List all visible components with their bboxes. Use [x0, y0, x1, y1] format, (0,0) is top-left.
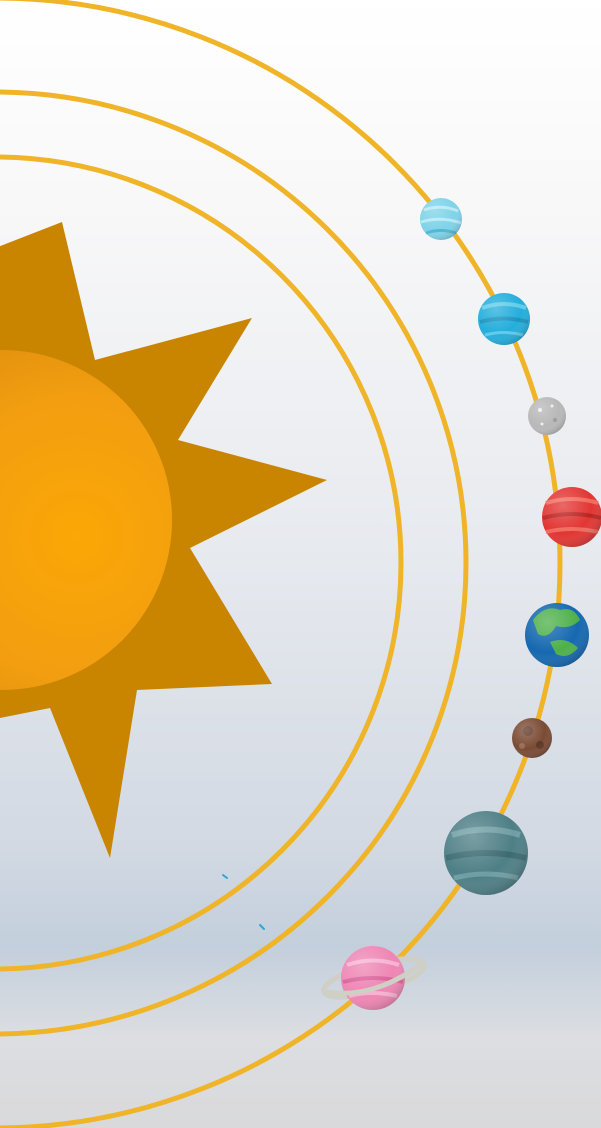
brown-asteroid: [512, 718, 552, 758]
earth: [525, 603, 589, 667]
sun: [0, 222, 327, 858]
pale-blue-planet: [420, 198, 462, 240]
sun-core: [0, 350, 172, 690]
cyan-planet: [478, 293, 530, 345]
comet-dashes: [222, 874, 265, 930]
teal-planet: [444, 811, 528, 895]
orbit-inner: [0, 154, 404, 972]
orbits: [0, 0, 563, 1128]
orbit-middle: [0, 89, 469, 1037]
red-planet: [542, 487, 601, 547]
grey-moon: [528, 397, 566, 435]
pink-ringed-planet: [321, 946, 427, 1010]
orbit-outer: [0, 0, 563, 1128]
